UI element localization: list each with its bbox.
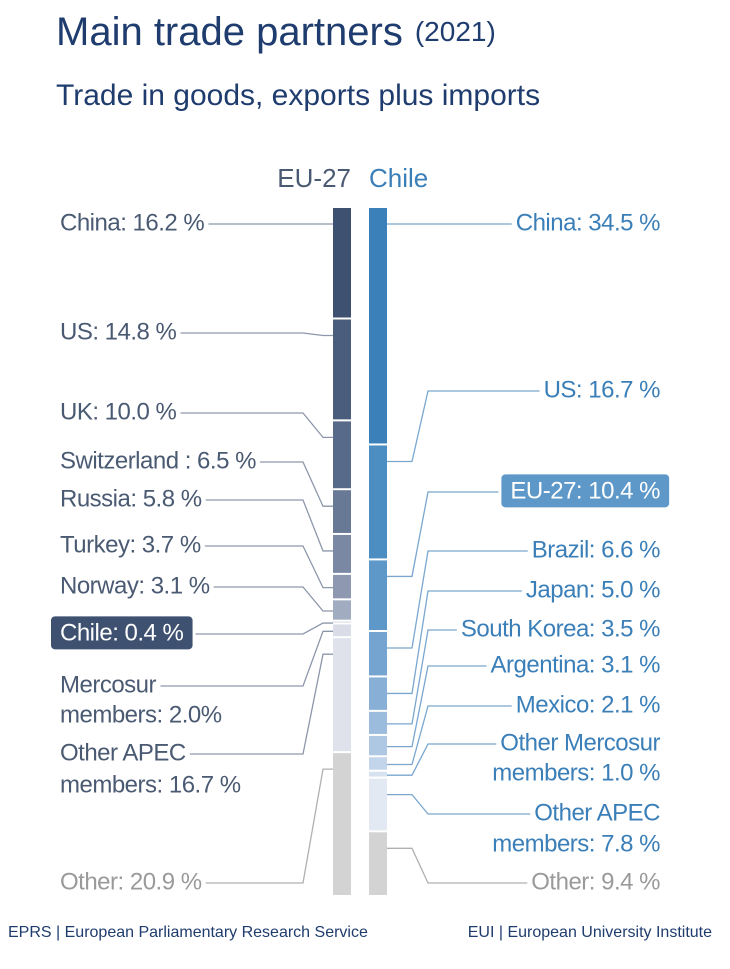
value-label: members: 7.8 % <box>492 830 660 857</box>
leader-line <box>260 461 333 507</box>
value-label: China: 34.5 % <box>516 209 660 236</box>
value-label: EU-27: 10.4 % <box>510 477 660 504</box>
value-label: Argentina: 3.1 % <box>491 651 661 678</box>
leader-line <box>180 332 333 337</box>
leader-line <box>213 586 333 612</box>
segment <box>333 638 351 752</box>
value-label: Chile: 0.4 % <box>60 619 184 646</box>
value-label: Other: 9.4 % <box>531 868 660 895</box>
value-label: Other APEC <box>60 739 186 766</box>
highlight-box <box>501 474 670 508</box>
segment <box>333 624 351 637</box>
segment <box>369 778 387 831</box>
segment <box>369 757 387 770</box>
source: EUI | European University Institute <box>468 924 712 941</box>
value-label: Other Mercosur <box>500 729 660 756</box>
leader-line <box>387 491 499 578</box>
subtitle: Trade in goods, exports plus imports <box>56 79 540 112</box>
segment <box>333 421 351 489</box>
leader-line <box>180 412 333 439</box>
segment <box>369 711 387 734</box>
leader-line <box>160 630 333 687</box>
leader-line <box>387 390 540 463</box>
value-label: members: 16.7 % <box>60 771 241 798</box>
leader-line <box>387 705 512 766</box>
segment <box>333 574 351 599</box>
value-label: Turkey: 3.7 % <box>60 531 201 558</box>
leader-line <box>195 622 333 635</box>
leader-line <box>189 653 333 755</box>
chart-title: Main trade partners (2021) <box>56 10 496 54</box>
column-header: EU-27 <box>277 163 351 193</box>
value-label: UK: 10.0 % <box>60 398 177 425</box>
value-label: China: 16.2 % <box>60 209 204 236</box>
title-note: (2021) <box>415 16 496 47</box>
value-label: South Korea: 3.5 % <box>461 615 660 642</box>
segment <box>369 632 387 676</box>
value-label: Mercosur <box>60 671 157 698</box>
segment <box>333 600 351 620</box>
leader-line <box>387 793 531 815</box>
leader-line <box>387 629 457 725</box>
title-main: Main trade partners <box>56 10 403 54</box>
segment <box>333 208 351 318</box>
segment <box>369 445 387 559</box>
value-label: Other: 20.9 % <box>60 868 202 895</box>
leader-line <box>387 847 528 884</box>
segment <box>333 621 351 623</box>
segment <box>369 208 387 444</box>
leader-line <box>204 545 333 589</box>
leader-line <box>387 590 522 695</box>
value-label: members: 2.0% <box>60 701 222 728</box>
value-label: US: 16.7 % <box>544 376 661 403</box>
value-label: US: 14.8 % <box>60 318 177 345</box>
value-label: Other APEC <box>534 799 660 826</box>
source: EPRS | European Parliamentary Research S… <box>8 924 368 941</box>
segment <box>369 677 387 710</box>
leader-line <box>387 743 497 776</box>
value-label: Japan: 5.0 % <box>526 576 660 603</box>
value-label: Russia: 5.8 % <box>60 485 202 512</box>
segment <box>369 771 387 777</box>
segment <box>369 560 387 630</box>
leader-line <box>387 665 487 748</box>
column-header: Chile <box>369 163 428 193</box>
segment <box>333 490 351 533</box>
value-label: Switzerland : 6.5 % <box>60 447 256 474</box>
value-label: Mexico: 2.1 % <box>516 691 660 718</box>
segment <box>333 534 351 573</box>
value-label: Brazil: 6.6 % <box>532 536 660 563</box>
value-label: Norway: 3.1 % <box>60 572 210 599</box>
segment <box>369 735 387 756</box>
highlight-box <box>51 616 193 650</box>
leader-line <box>387 550 528 649</box>
leader-line <box>205 768 333 884</box>
segment <box>333 753 351 895</box>
segment <box>333 319 351 420</box>
value-label: members: 1.0 % <box>492 759 660 786</box>
leader-line <box>205 499 333 552</box>
segment <box>369 832 387 895</box>
